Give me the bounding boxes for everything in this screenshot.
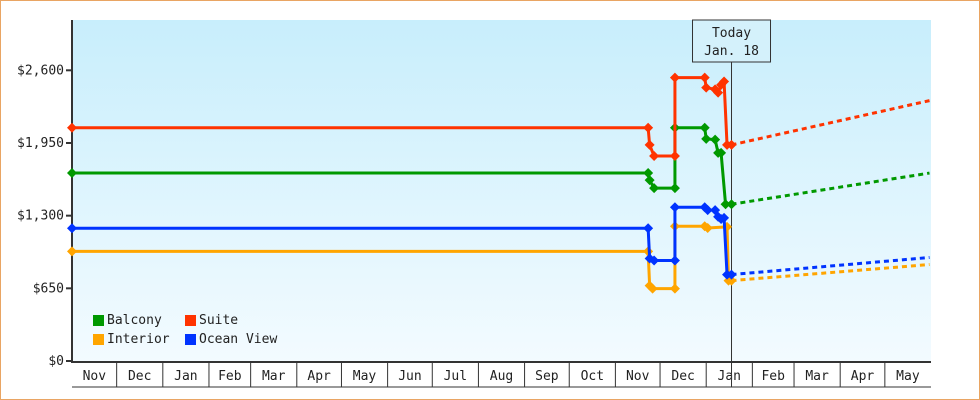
data-point: [726, 139, 737, 150]
legend-swatch: [93, 334, 104, 345]
projection-line-balcony: [731, 171, 930, 206]
data-point: [726, 199, 737, 210]
data-point: [726, 269, 737, 280]
data-point: [701, 133, 712, 144]
data-point: [669, 183, 680, 194]
data-point: [669, 202, 680, 213]
data-point: [643, 168, 654, 179]
today-label: Today: [712, 26, 751, 41]
y-tick-label: $1,300: [17, 209, 64, 224]
projection-line-ocean-view: [731, 255, 930, 277]
x-tick-label: May: [896, 369, 920, 384]
x-tick-label: Nov: [626, 369, 650, 384]
plot-area: [72, 20, 931, 361]
legend-swatch: [93, 315, 104, 326]
data-point: [669, 72, 680, 83]
data-point: [644, 139, 655, 150]
series-ocean-view: [67, 202, 930, 280]
x-tick-label: Dec: [671, 369, 694, 384]
series-balcony: [67, 122, 930, 210]
today-box: [692, 19, 772, 63]
data-point: [719, 212, 730, 223]
data-point: [710, 134, 721, 145]
data-point: [713, 87, 724, 98]
data-point: [643, 122, 654, 133]
data-point: [644, 175, 655, 186]
x-tick-label: Apr: [851, 369, 875, 384]
data-point: [67, 122, 77, 133]
x-tick-label: Jan: [718, 369, 741, 384]
data-point: [649, 255, 660, 266]
legend-swatch: [185, 334, 196, 345]
data-point: [719, 76, 730, 87]
x-tick-label: Feb: [218, 369, 242, 384]
x-tick-label: Aug: [490, 369, 513, 384]
x-tick-label: Mar: [805, 369, 829, 384]
y-tick-label: $0: [48, 354, 64, 369]
data-point: [669, 255, 680, 266]
x-tick-label: Mar: [262, 369, 286, 384]
legend-item-suite: Suite: [185, 313, 295, 328]
data-point: [699, 72, 710, 83]
x-tick-label: Feb: [761, 369, 785, 384]
legend-label: Suite: [199, 313, 239, 328]
data-point: [67, 168, 77, 179]
legend: Balcony Suite Interior Ocean View: [93, 313, 295, 347]
data-point: [643, 223, 654, 234]
x-tick-label: Nov: [83, 369, 107, 384]
data-point: [726, 275, 737, 286]
data-point: [720, 199, 731, 210]
legend-label: Ocean View: [199, 332, 278, 347]
x-tick-label: Oct: [581, 369, 604, 384]
x-tick-label: Jan: [174, 369, 197, 384]
x-tick-label: Sep: [535, 369, 559, 384]
data-point: [67, 223, 77, 234]
x-tick-label: Jul: [444, 369, 467, 384]
x-tick-label: Apr: [307, 369, 331, 384]
x-tick-label: May: [353, 369, 377, 384]
data-point: [716, 147, 727, 158]
data-point: [649, 183, 660, 194]
series-suite: [67, 72, 930, 161]
data-point: [669, 150, 680, 161]
x-tick-label: Jun: [398, 369, 421, 384]
data-point: [649, 150, 660, 161]
legend-swatch: [185, 315, 196, 326]
x-tick-label: Dec: [128, 369, 151, 384]
y-tick-label: $2,600: [17, 63, 64, 78]
data-point: [67, 246, 77, 257]
data-point: [647, 283, 658, 294]
legend-label: Interior: [107, 332, 170, 347]
legend-label: Balcony: [107, 313, 162, 328]
legend-item-interior: Interior: [93, 332, 185, 347]
y-tick-label: $1,950: [17, 136, 64, 151]
projection-line-suite: [731, 99, 930, 147]
legend-item-ocean-view: Ocean View: [185, 332, 295, 347]
data-point: [702, 205, 713, 216]
data-point: [669, 283, 680, 294]
today-date: Jan. 18: [704, 44, 759, 59]
projection-line-interior: [731, 263, 930, 283]
data-point: [701, 82, 712, 93]
y-tick-label: $650: [33, 281, 64, 296]
legend-item-balcony: Balcony: [93, 313, 185, 328]
data-point: [699, 122, 710, 133]
data-point: [702, 222, 713, 233]
